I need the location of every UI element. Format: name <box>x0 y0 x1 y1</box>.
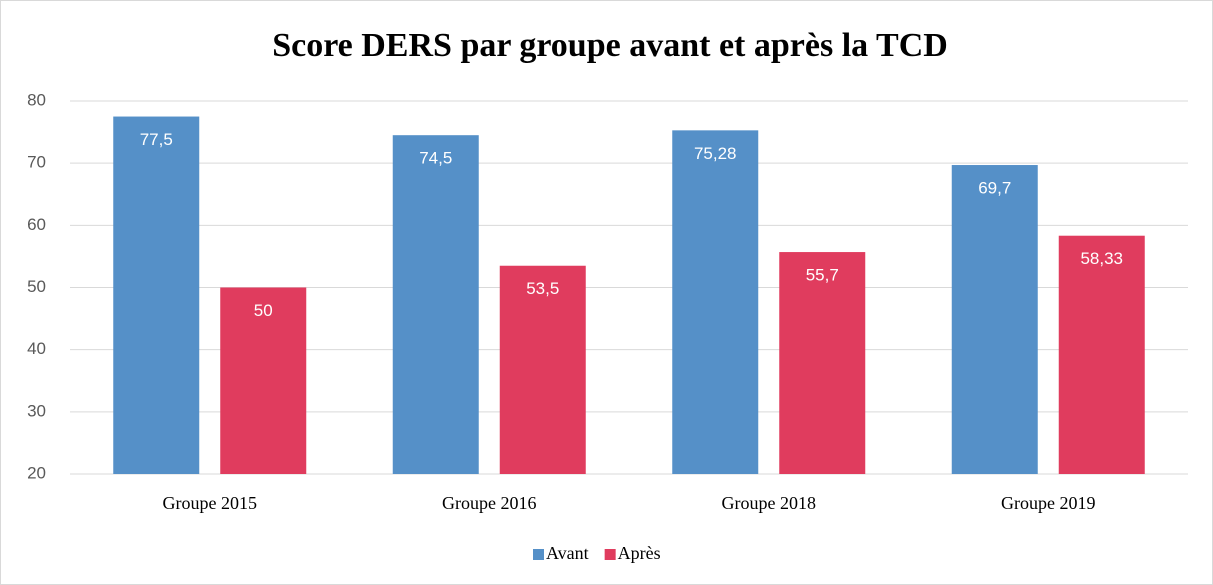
y-tick-label: 20 <box>27 463 46 482</box>
bar <box>499 265 586 474</box>
bar <box>392 135 479 475</box>
x-tick-label: Groupe 2019 <box>1001 493 1095 513</box>
y-tick-label: 80 <box>27 90 46 109</box>
value-label: 69,7 <box>978 179 1011 198</box>
y-tick-label: 60 <box>27 215 46 234</box>
value-label: 77,5 <box>140 130 173 149</box>
bar <box>220 287 307 474</box>
legend-swatch <box>604 549 616 560</box>
bar <box>779 252 866 474</box>
y-tick-label: 40 <box>27 339 46 358</box>
legend-label: Après <box>618 543 661 563</box>
x-tick-label: Groupe 2016 <box>442 493 536 513</box>
legend-swatch <box>533 549 544 560</box>
chart-title: Score DERS par groupe avant et après la … <box>272 27 948 64</box>
value-label: 75,28 <box>694 144 737 163</box>
value-label: 50 <box>254 301 273 320</box>
bar <box>113 116 200 475</box>
legend-label: Avant <box>546 543 589 563</box>
y-tick-label: 30 <box>27 401 46 420</box>
y-tick-label: 70 <box>27 153 46 172</box>
value-label: 55,7 <box>806 266 839 285</box>
bar <box>672 130 759 475</box>
value-label: 53,5 <box>526 279 559 298</box>
y-tick-label: 50 <box>27 277 46 296</box>
value-label: 58,33 <box>1080 249 1123 268</box>
value-label: 74,5 <box>419 149 452 168</box>
bar <box>1058 235 1145 474</box>
x-tick-label: Groupe 2015 <box>163 493 257 513</box>
x-tick-label: Groupe 2018 <box>722 493 816 513</box>
bar <box>951 165 1038 474</box>
